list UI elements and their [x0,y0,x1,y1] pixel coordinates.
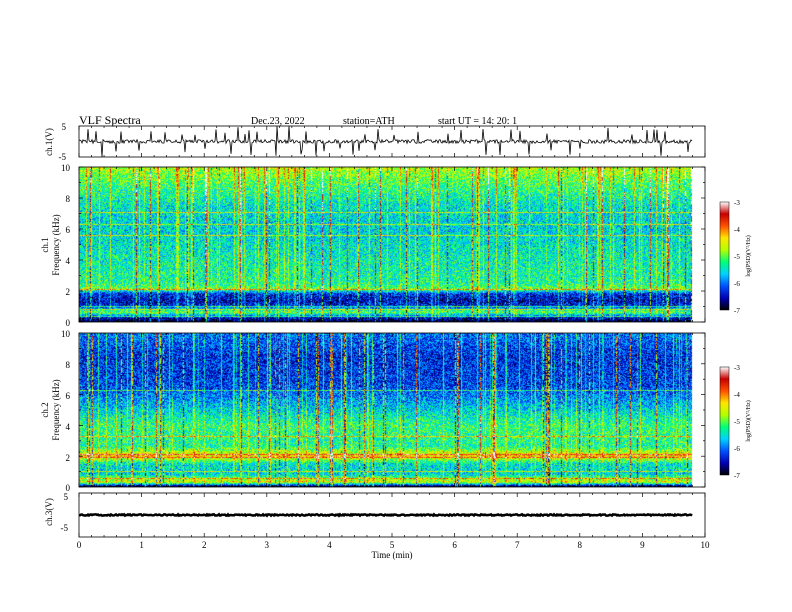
ch2-spec-ytick-8: 8 [66,360,71,370]
ch1-spec-channel-label: ch.1 [40,237,50,252]
cb2-label: log(PSD)(V²/Hz) [745,400,752,441]
ch1-waveform-trace [78,126,693,157]
ch3-wave-ytick-minus5: -5 [61,523,69,533]
cb1-tick-minus6: -6 [734,280,740,288]
ch1-spec-ytick-6: 6 [66,225,71,235]
ch1-spec-ytick-2: 2 [66,287,71,297]
cb1-label: log(PSD)(V²/Hz) [745,235,752,276]
x-axis-label: Time (min) [372,550,413,560]
ch2-spec-ytick-6: 6 [66,391,71,401]
xtick-0: 0 [77,540,82,550]
cb1-tick-minus7: -7 [734,307,740,315]
ch2-spec-channel-label: ch.2 [40,402,50,417]
ch2-spec-ytick-4: 4 [66,422,71,432]
xtick-7: 7 [515,540,520,550]
date-label: Dec.23, 2022 [251,116,305,127]
start-time-label: start UT = 14: 20: 1 [438,116,517,127]
cb2-tick-minus7: -7 [734,472,740,480]
ch1-spectrogram [79,167,705,322]
xtick-10: 10 [701,540,711,550]
ch1-spec-ytick-10: 10 [61,163,71,173]
cb1-tick-minus4: -4 [734,226,740,234]
ch1-wave-ytick-5: 5 [62,122,67,132]
xtick-1: 1 [139,540,144,550]
cb2-tick-minus3: -3 [734,364,740,372]
ch1-spec-ylabel: Frequency (kHz) [51,214,61,275]
ch1-spec-ytick-0: 0 [66,318,71,328]
station-label: station=ATH [343,116,395,127]
ch3-waveform-trace [79,512,693,518]
cb1-tick-minus5: -5 [734,253,740,261]
ch1-waveform-panel: 5 -5 ch.1(V) [44,122,706,162]
cb2-tick-minus4: -4 [734,391,740,399]
colorbar-ch2: -3 -4 -5 -6 -7 log(PSD)(V²/Hz) [719,364,752,480]
figure-title: VLF Spectra [79,113,141,127]
ch2-spec-ytick-0: 0 [66,483,71,493]
xtick-5: 5 [390,540,395,550]
ch3-waveform-panel: 5 -5 ch.3(V) [44,492,706,538]
ch2-spec-ytick-2: 2 [66,453,71,463]
ch3-wave-ytick-5: 5 [64,492,69,502]
xtick-4: 4 [327,540,332,550]
ch2-spectrogram [79,333,705,487]
xtick-2: 2 [202,540,207,550]
xtick-3: 3 [265,540,270,550]
ch2-spec-ytick-10: 10 [61,329,71,339]
ch1-wave-ylabel: ch.1(V) [44,128,54,156]
cb2-tick-minus5: -5 [734,418,740,426]
x-axis: 0 1 2 3 4 5 6 7 8 9 10 Time (min) [77,540,710,560]
ch1-spec-ytick-4: 4 [66,256,71,266]
axis-ticks [78,126,706,537]
xtick-9: 9 [640,540,645,550]
ch2-spec-ylabel: Frequency (kHz) [51,379,61,440]
cb1-tick-minus3: -3 [734,199,740,207]
ch1-wave-ytick-minus5: -5 [59,152,67,162]
xtick-8: 8 [578,540,583,550]
ch1-spec-ytick-8: 8 [66,194,71,204]
ch1-spectrogram-panel: ch.1 Frequency (kHz) 10 8 6 4 2 0 [40,163,706,328]
cb2-tick-minus6: -6 [734,445,740,453]
colorbar-ch1: -3 -4 -5 -6 -7 log(PSD)(V²/Hz) [719,199,752,315]
ch3-wave-ylabel: ch.3(V) [44,498,54,526]
xtick-6: 6 [452,540,457,550]
ch2-spectrogram-panel: ch.2 Frequency (kHz) 10 8 6 4 2 0 [40,329,706,493]
